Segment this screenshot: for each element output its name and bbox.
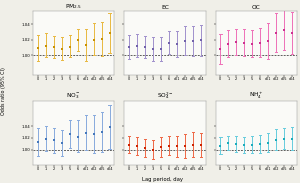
Title: EC: EC: [161, 5, 169, 10]
Title: NH$_4^+$: NH$_4^+$: [249, 91, 263, 101]
Title: OC: OC: [252, 5, 261, 10]
Title: PM$_{2.5}$: PM$_{2.5}$: [65, 2, 82, 11]
Title: NO$_3^-$: NO$_3^-$: [66, 92, 81, 101]
Text: Lag period, day: Lag period, day: [142, 177, 182, 182]
Text: Odds ratio (95% CI): Odds ratio (95% CI): [2, 68, 7, 115]
Title: SO$_4^{2-}$: SO$_4^{2-}$: [157, 90, 173, 101]
